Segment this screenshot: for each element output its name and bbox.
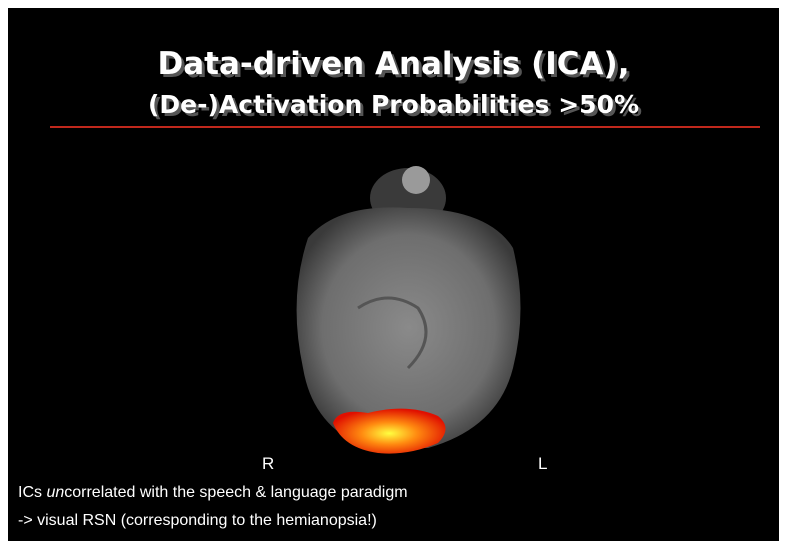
- title-line: (De-)Activation Probabilities >50%: [147, 90, 640, 119]
- slide: Data-driven Analysis (ICA), (De-)Activat…: [8, 8, 779, 541]
- orientation-label: R: [262, 454, 275, 473]
- brain-slice: [296, 207, 521, 448]
- caption-text: correlated with the speech & language pa…: [64, 484, 408, 501]
- caption-line: ICs uncorrelated with the speech & langu…: [18, 484, 408, 502]
- caption-text: ICs: [18, 484, 47, 501]
- brain-image: [296, 166, 521, 454]
- orientation-label: L: [538, 454, 548, 473]
- caption-text: un: [46, 484, 65, 501]
- brain-detail: [357, 296, 428, 370]
- title-line: Data-driven Analysis (ICA),: [157, 46, 630, 82]
- brain-top: [402, 166, 430, 194]
- activation: [333, 408, 446, 454]
- caption-line: -> visual RSN (corresponding to the hemi…: [18, 512, 377, 529]
- title-rule: [50, 126, 760, 128]
